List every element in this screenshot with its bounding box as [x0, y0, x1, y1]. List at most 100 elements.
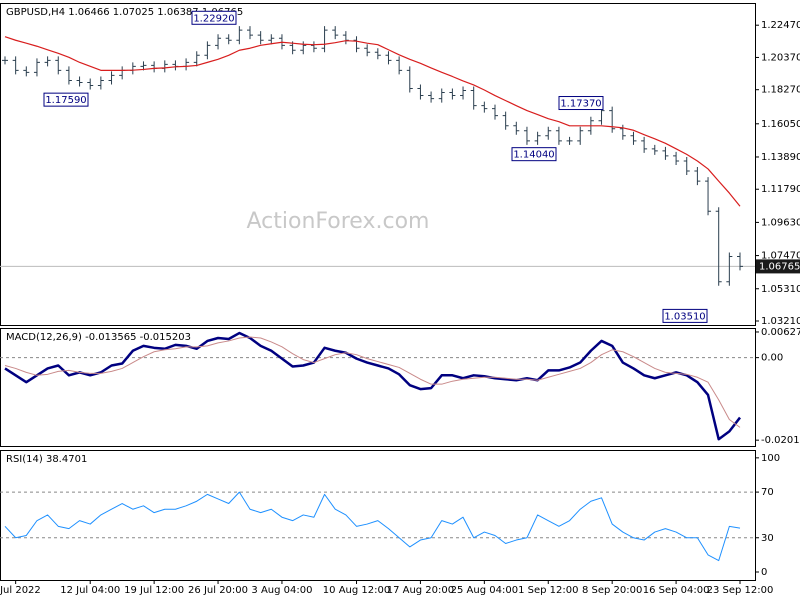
- price-bar: [545, 126, 552, 140]
- x-tick-label: 26 Jul 20:00: [188, 585, 248, 596]
- price-bar: [438, 88, 445, 103]
- rsi-panel: [0, 450, 756, 581]
- price-bar: [460, 86, 467, 100]
- y-tick-label: 1.16050: [761, 119, 800, 130]
- price-bar: [204, 41, 211, 60]
- price-bar: [12, 56, 19, 75]
- annotation-label: 1.22920: [193, 13, 234, 24]
- price-bar: [502, 111, 509, 130]
- price-bar: [374, 48, 381, 60]
- price-bar: [577, 126, 584, 145]
- price-bar: [76, 76, 83, 87]
- price-bar: [481, 101, 488, 113]
- panel-title: GBPUSD,H4 1.06466 1.07025 1.06387 1.0676…: [6, 7, 243, 18]
- price-bar: [449, 88, 456, 100]
- price-bar: [364, 44, 371, 57]
- price-bar: [193, 51, 200, 67]
- y-tick-label: 1.09630: [761, 217, 800, 228]
- x-tick-label: 3 Aug 04:00: [251, 585, 312, 596]
- price-bar: [470, 86, 477, 110]
- price-bar: [609, 106, 616, 133]
- price-bar: [332, 26, 339, 40]
- price-bar: [694, 166, 701, 186]
- annotation-label: 1.17370: [560, 99, 601, 110]
- price-bar: [44, 56, 51, 67]
- price-bar: [651, 144, 658, 155]
- price-bar: [428, 91, 435, 103]
- price-bar: [353, 36, 360, 53]
- series-line: [4, 336, 741, 428]
- last-price-label: 1.06765: [759, 261, 800, 272]
- price-bar: [87, 78, 94, 90]
- y-tick-label: 1.11790: [761, 184, 800, 195]
- price-bar: [310, 41, 317, 53]
- price-bar: [705, 177, 712, 216]
- price-bar: [321, 26, 328, 53]
- annotation-box: [558, 96, 604, 111]
- y-tick-label: 30: [761, 533, 774, 544]
- watermark: ActionForex.com: [247, 209, 430, 234]
- y-tick-label: 70: [761, 487, 774, 498]
- price-bar: [737, 252, 743, 271]
- price-bar: [630, 131, 637, 145]
- annotation-label: 1.14040: [513, 150, 554, 161]
- price-bar: [257, 31, 264, 45]
- price-bar: [23, 66, 30, 77]
- x-tick-label: 1 Sep 12:00: [518, 585, 578, 596]
- price-bar: [715, 207, 722, 286]
- series-line: [4, 331, 741, 441]
- price-panel: [0, 3, 756, 326]
- annotation-box: [43, 92, 89, 107]
- price-bar: [566, 136, 573, 145]
- y-tick-label: 0.00: [761, 353, 783, 364]
- x-tick-label: 12 Jul 04:00: [60, 585, 120, 596]
- panel-title: RSI(14) 38.4701: [6, 454, 87, 465]
- price-bar: [55, 56, 62, 75]
- x-tick-label: 17 Aug 20:00: [387, 585, 454, 596]
- price-bar: [555, 126, 562, 145]
- price-bar: [97, 76, 104, 90]
- y-tick-label: 1.07470: [761, 251, 800, 262]
- x-tick-label: 16 Sep 04:00: [643, 585, 710, 596]
- price-bar: [641, 136, 648, 153]
- price-bar: [406, 66, 413, 93]
- price-bar: [662, 146, 669, 160]
- y-tick-label: 1.13890: [761, 152, 800, 163]
- annotation-box: [511, 147, 557, 162]
- series-line: [4, 491, 741, 562]
- x-tick-label: 23 Sep 12:00: [707, 585, 774, 596]
- y-tick-label: 0.006273: [761, 327, 800, 338]
- x-tick-label: 10 Aug 12:00: [323, 585, 390, 596]
- price-bar: [513, 121, 520, 135]
- last-price-box: [756, 259, 800, 274]
- annotation-label: 1.17590: [45, 95, 86, 106]
- y-tick-label: 1.18270: [761, 85, 800, 96]
- price-bar: [33, 58, 40, 77]
- x-tick-label: 25 Aug 04:00: [451, 585, 518, 596]
- price-bar: [492, 104, 498, 120]
- price-bar: [225, 34, 232, 45]
- price-bar: [396, 56, 403, 75]
- annotation-box: [191, 10, 237, 25]
- price-bar: [385, 51, 392, 65]
- price-bar: [300, 41, 307, 55]
- price-bar: [108, 71, 115, 85]
- y-tick-label: 1.03210: [761, 316, 800, 327]
- price-bar: [726, 252, 733, 286]
- price-bar: [247, 26, 253, 40]
- y-tick-label: 0: [761, 567, 767, 578]
- x-tick-label: 4 Jul 2022: [0, 585, 41, 596]
- y-tick-label: 1.20370: [761, 52, 800, 63]
- y-tick-label: -0.020175: [761, 435, 800, 446]
- panel-title: MACD(12,26,9) -0.013565 -0.015203: [6, 332, 191, 343]
- price-bar: [534, 131, 541, 145]
- series-line: [4, 36, 741, 207]
- price-bar: [673, 151, 680, 165]
- x-tick-label: 8 Sep 20:00: [582, 585, 642, 596]
- y-tick-label: 1.05310: [761, 284, 800, 295]
- price-bar: [683, 156, 690, 175]
- price-bar: [417, 84, 424, 100]
- price-bar: [215, 34, 222, 50]
